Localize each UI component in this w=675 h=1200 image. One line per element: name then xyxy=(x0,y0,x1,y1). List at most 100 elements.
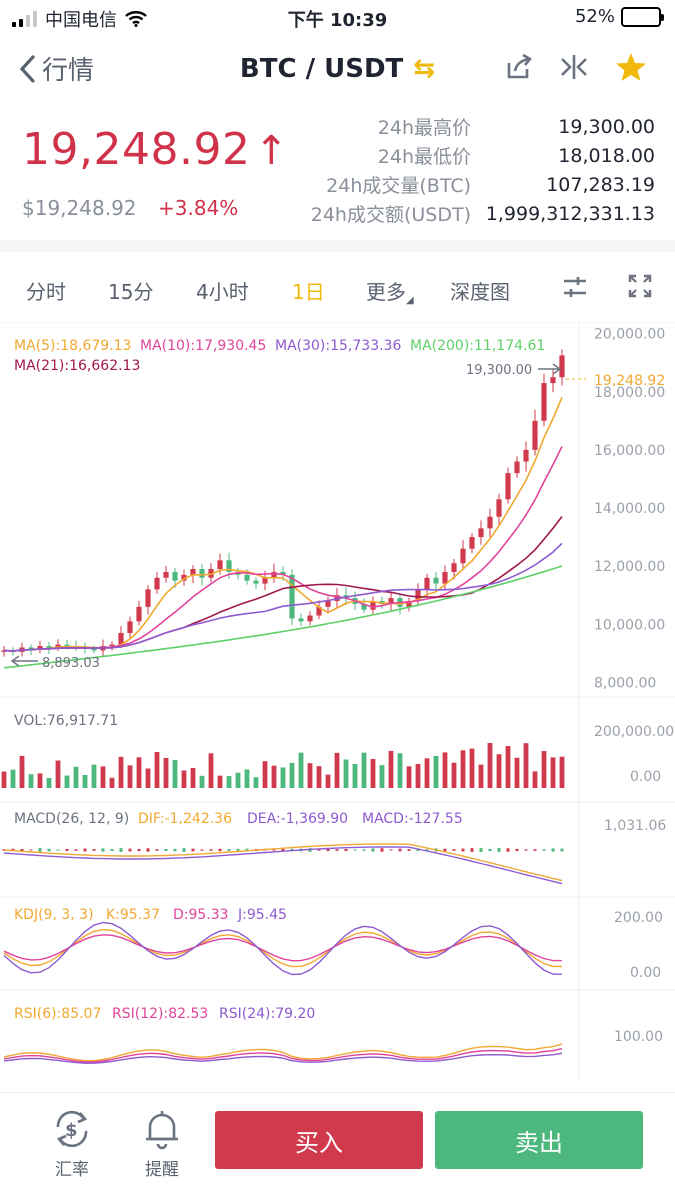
tab-more-label: 更多 xyxy=(366,280,406,304)
candle-body xyxy=(199,569,205,578)
high-marker: 19,300.00 xyxy=(466,363,562,378)
volume-bar xyxy=(325,774,331,788)
last-price-marker: 19,248.92 xyxy=(566,373,665,389)
candle-body xyxy=(307,615,313,622)
ma21-label: MA(21):16,662.13 xyxy=(14,358,140,374)
volume-bar xyxy=(37,773,43,788)
candle-body xyxy=(388,598,394,604)
macd-bar xyxy=(470,848,474,852)
volume-bar xyxy=(127,765,133,788)
macd-bar xyxy=(443,848,447,852)
macd-bar xyxy=(155,849,159,851)
compare-icon[interactable] xyxy=(559,53,589,81)
macd-bar xyxy=(335,849,339,851)
volume-bar xyxy=(271,765,277,788)
kline-chart[interactable]: MA(5):18,679.13 MA(10):17,930.45 MA(30):… xyxy=(0,321,675,1082)
price-tick: 20,000.00 xyxy=(594,327,665,343)
macd-bar xyxy=(20,849,24,851)
tab-1day[interactable]: 1日 xyxy=(292,280,325,304)
alert-label: 提醒 xyxy=(145,1160,179,1180)
last-price: 19,248.92 ↑ xyxy=(22,124,288,175)
bottom-bar: $ 汇率 提醒 买入 卖出 xyxy=(0,1092,675,1200)
candle-body xyxy=(550,377,556,384)
volume-bar xyxy=(550,757,556,788)
candle-body xyxy=(478,528,484,538)
volume-bar xyxy=(64,775,70,788)
back-button[interactable]: 行情 xyxy=(18,50,94,87)
section-divider xyxy=(0,240,675,252)
candle-body xyxy=(325,601,331,607)
volume-bar xyxy=(289,762,295,788)
stat-label: 24h成交量(BTC) xyxy=(326,175,471,197)
share-icon[interactable] xyxy=(505,53,533,81)
macd-bar xyxy=(524,849,528,851)
macd-dif-line xyxy=(3,843,563,882)
sell-button[interactable]: 卖出 xyxy=(435,1111,643,1169)
volume-bar xyxy=(10,769,16,788)
macd-bar xyxy=(92,849,96,851)
volume-bar xyxy=(262,761,268,788)
candle-body xyxy=(28,647,34,649)
rsi24-label: RSI(24):79.20 xyxy=(219,1006,315,1022)
candle-body xyxy=(433,577,439,584)
rsi24-line xyxy=(3,1052,563,1064)
swap-icon[interactable]: ⇆ xyxy=(413,54,436,84)
tab-15min[interactable]: 15分 xyxy=(108,280,154,304)
volume-bar xyxy=(190,767,196,788)
volume-bar xyxy=(460,750,466,788)
volume-bar xyxy=(181,770,187,788)
volume-bar xyxy=(46,777,52,788)
kline-svg: MA(5):18,679.13 MA(10):17,930.45 MA(30):… xyxy=(0,321,675,1082)
pair-title[interactable]: BTC / USDT ⇆ xyxy=(0,54,675,84)
macd-bar xyxy=(542,849,546,851)
clock: 下午 10:39 xyxy=(287,10,388,31)
macd-dif: DIF:-1,242.36 xyxy=(138,811,232,827)
macd-bar xyxy=(344,848,348,852)
candle-body xyxy=(496,499,502,517)
price-tick: 12,000.00 xyxy=(594,559,665,575)
volume-bar xyxy=(451,762,457,788)
buy-button[interactable]: 买入 xyxy=(215,1111,423,1169)
tab-4hour[interactable]: 4小时 xyxy=(196,280,249,304)
price-change: +3.84% xyxy=(158,196,239,220)
macd-bar xyxy=(281,848,285,852)
candle-body xyxy=(469,537,475,549)
usd-price: $19,248.92 xyxy=(22,196,137,220)
candle-body xyxy=(424,577,430,590)
volume-bar xyxy=(541,751,547,788)
macd-bar xyxy=(353,849,357,851)
settings-sliders-icon[interactable] xyxy=(562,274,588,300)
macd-tick: 1,031.06 xyxy=(604,818,666,834)
volume-bar xyxy=(514,757,520,788)
macd-bar xyxy=(398,848,402,852)
ma200-line xyxy=(3,565,563,669)
macd-bar xyxy=(272,849,276,851)
rsi6-line xyxy=(3,1043,563,1062)
macd-bar xyxy=(47,848,51,852)
exchange-rate-button[interactable]: $ 汇率 xyxy=(40,1107,104,1180)
tab-more[interactable]: 更多◢ xyxy=(366,276,414,306)
volume-bar xyxy=(343,759,349,788)
macd-bar xyxy=(218,848,222,852)
tab-timeline[interactable]: 分时 xyxy=(26,280,66,304)
alert-button[interactable]: 提醒 xyxy=(130,1107,194,1180)
candle-body xyxy=(523,449,529,462)
macd-bar xyxy=(425,849,429,851)
macd-bar xyxy=(128,848,132,852)
volume-bar xyxy=(208,753,214,788)
candle-body xyxy=(451,563,457,572)
macd-bar xyxy=(389,849,393,851)
tab-depth[interactable]: 深度图 xyxy=(450,280,510,304)
candle-body xyxy=(280,571,286,575)
star-icon[interactable] xyxy=(615,52,647,82)
macd-bar xyxy=(317,849,321,851)
volume-bar xyxy=(352,764,358,788)
fullscreen-icon[interactable] xyxy=(628,274,652,298)
stat-label: 24h成交额(USDT) xyxy=(310,204,471,226)
macd-bar xyxy=(38,848,42,852)
candle-body xyxy=(46,646,52,649)
volume-bar xyxy=(469,748,475,788)
candle-body xyxy=(190,569,196,575)
status-bar: 中国电信 下午 10:39 52% xyxy=(0,0,675,36)
wifi-icon xyxy=(125,11,147,27)
